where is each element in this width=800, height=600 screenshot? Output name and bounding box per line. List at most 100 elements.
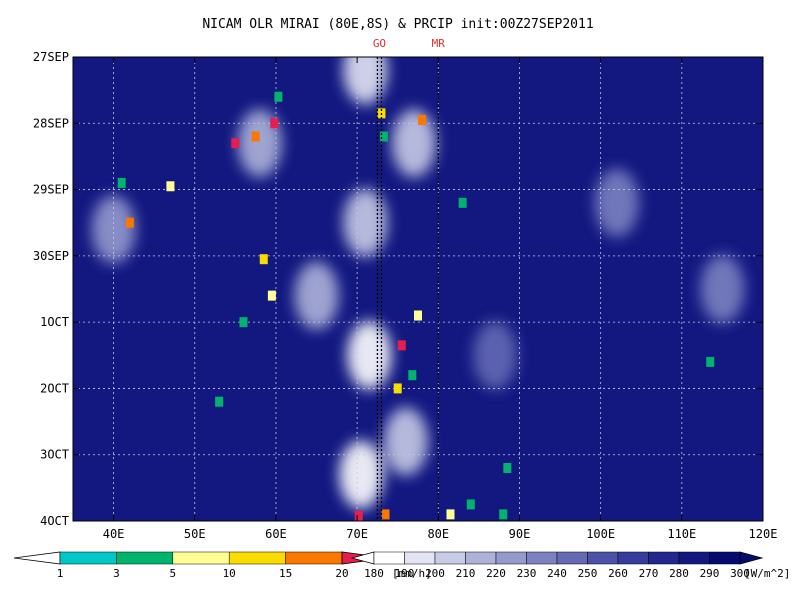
y-tick-label: 1OCT [40, 315, 69, 329]
x-tick-label: 80E [427, 527, 449, 541]
olr-cb-unit: [W/m^2] [744, 567, 790, 580]
olr-cb-label: 200 [425, 567, 445, 580]
olr-cb-swatch [587, 551, 619, 565]
olr-cb-swatch [709, 551, 741, 565]
olr-feature [383, 407, 428, 476]
plot-area [73, 57, 763, 521]
olr-cb-label: 210 [456, 567, 476, 580]
olr-cb-right-arrow [739, 551, 764, 565]
precip-cell [354, 510, 363, 521]
olr-cb-label: 280 [669, 567, 689, 580]
precip-cell [267, 290, 276, 301]
olr-cb-swatch [434, 551, 466, 565]
olr-feature [700, 255, 745, 323]
location-markers [376, 57, 439, 521]
olr-cb-swatch [556, 551, 588, 565]
olr-feature [391, 109, 436, 178]
olr-feature [594, 168, 639, 237]
precip-cell [270, 118, 279, 129]
chart-title: NICAM OLR MIRAI (80E,8S) & PRCIP init:00… [202, 17, 593, 32]
olr-feature [343, 188, 388, 257]
x-tick-label: 90E [509, 527, 531, 541]
precip-cell [499, 509, 508, 520]
y-tick-label: 28SEP [33, 116, 69, 130]
precip-cells [117, 91, 715, 521]
precip-cell [231, 138, 240, 149]
precip-cell [166, 181, 175, 192]
olr-cb-label: 250 [578, 567, 598, 580]
y-tick-label: 30SEP [33, 249, 69, 263]
y-axis-ticks: 27SEP 28SEP 29SEP 30SEP 1OCT 2OCT 3OCT 4OCT [33, 50, 763, 528]
precip-cell [446, 509, 455, 520]
precip-cell [239, 317, 248, 328]
olr-cb-label: 260 [608, 567, 628, 580]
precip-cb-label: 10 [223, 567, 236, 580]
precip-cell [215, 396, 224, 407]
x-tick-label: 120E [749, 527, 778, 541]
olr-cb-swatch [526, 551, 558, 565]
olr-feature [339, 440, 384, 509]
olr-cb-swatch [617, 551, 649, 565]
precip-cb-unit: [mm/h] [392, 567, 432, 580]
precip-cb-swatch [172, 551, 230, 565]
olr-feature [347, 321, 392, 390]
x-tick-label: 100E [586, 527, 615, 541]
precip-cb-label: 5 [169, 567, 176, 580]
olr-colorbar: 180 190 200 210 220 230 240 250 260 270 280 290 300[… [350, 551, 790, 580]
olr-feature [473, 321, 518, 390]
precip-cb-swatch [285, 551, 343, 565]
olr-cb-label: 240 [547, 567, 567, 580]
precip-cell [418, 114, 427, 125]
precip-cell [125, 217, 134, 228]
precip-cell [381, 509, 390, 520]
precip-cb-swatch [59, 551, 117, 565]
olr-cb-label: 190 [395, 567, 415, 580]
x-tick-label: 60E [265, 527, 287, 541]
y-tick-label: 27SEP [33, 50, 69, 64]
precip-cb-swatch [228, 551, 286, 565]
x-tick-label: 110E [667, 527, 696, 541]
precip-cb-label: 15 [279, 567, 292, 580]
x-tick-label: 50E [184, 527, 206, 541]
precip-cell [408, 370, 417, 381]
precip-cell [259, 254, 268, 265]
olr-cb-label: 270 [639, 567, 659, 580]
precip-cb-label: 1 [57, 567, 64, 580]
olr-feature [343, 57, 388, 105]
olr-cb-swatch [678, 551, 710, 565]
olr-cb-swatch [373, 551, 405, 565]
y-tick-label: 29SEP [33, 183, 69, 197]
plot-frame [72, 56, 764, 522]
precip-cb-label: 20 [335, 567, 348, 580]
x-axis-ticks: 40E 50E 60E 70E 80E 90E 100E 110E 120E [103, 57, 778, 541]
olr-cb-label: 220 [486, 567, 506, 580]
precip-cell [414, 310, 422, 321]
precip-cell [379, 131, 388, 142]
precip-cell [117, 177, 126, 188]
grid-lines [73, 57, 763, 521]
precip-cell [466, 499, 475, 510]
olr-feature [91, 195, 136, 264]
olr-cb-swatch [465, 551, 497, 565]
olr-cb-swatch [404, 551, 436, 565]
y-tick-label: 3OCT [40, 448, 69, 462]
olr-cb-label: 180 [364, 567, 384, 580]
precip-colorbar: 1 3 5 10 15 20 [mm/h] [13, 551, 432, 580]
precip-cell [251, 131, 260, 142]
olr-cb-label: 290 [700, 567, 720, 580]
precip-cb-label: 3 [113, 567, 120, 580]
precip-cell [458, 197, 467, 208]
y-tick-label: 4OCT [40, 514, 69, 528]
x-tick-label: 70E [346, 527, 368, 541]
precip-cell [503, 462, 512, 473]
x-tick-label: 40E [103, 527, 125, 541]
olr-cb-label: 230 [517, 567, 537, 580]
olr-feature [294, 261, 339, 330]
precip-cb-left-arrow [13, 551, 61, 565]
precip-cell [274, 91, 283, 102]
marker-label: MR [432, 37, 446, 50]
precip-cell [706, 356, 715, 367]
marker-label: GO [373, 37, 386, 50]
olr-cb-swatch [495, 551, 527, 565]
